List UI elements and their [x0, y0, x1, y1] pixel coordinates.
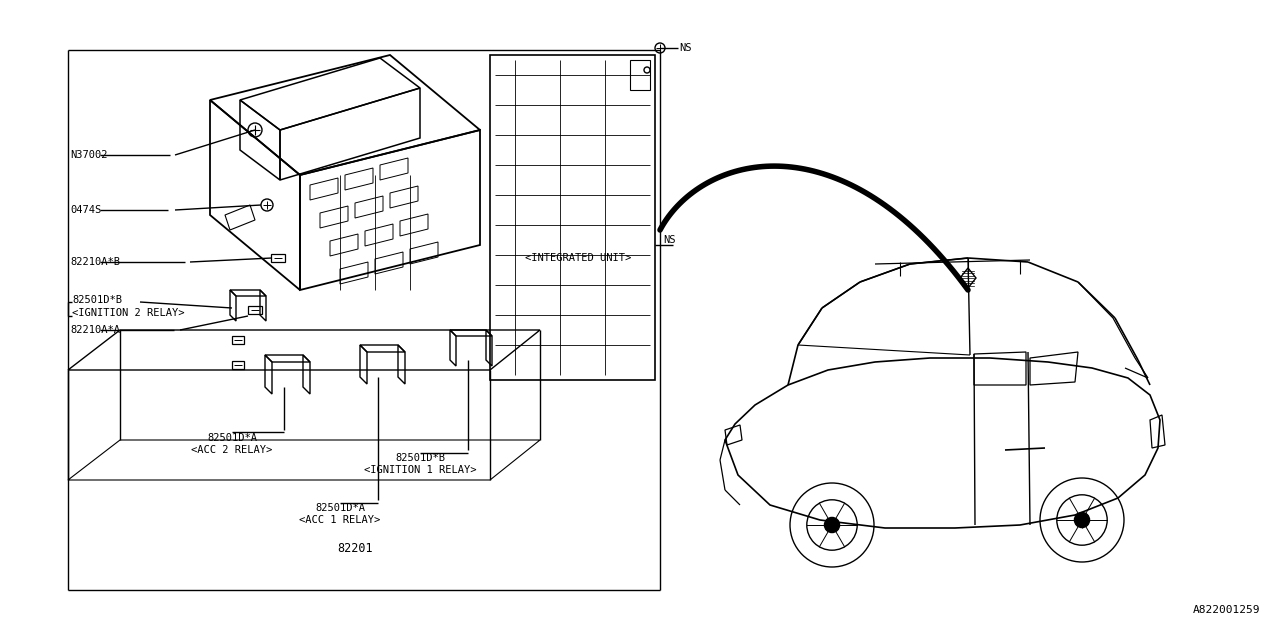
Circle shape — [1074, 513, 1089, 527]
Text: 0474S: 0474S — [70, 205, 101, 215]
Text: <ACC 2 RELAY>: <ACC 2 RELAY> — [192, 445, 273, 455]
Text: <INTEGRATED UNIT>: <INTEGRATED UNIT> — [525, 253, 631, 263]
Text: 82501D*B: 82501D*B — [396, 453, 445, 463]
Text: <IGNITION 1 RELAY>: <IGNITION 1 RELAY> — [364, 465, 476, 475]
Circle shape — [824, 517, 840, 532]
Text: <ACC 1 RELAY>: <ACC 1 RELAY> — [300, 515, 380, 525]
Text: 82201: 82201 — [337, 541, 372, 554]
Text: 82501D*A: 82501D*A — [207, 433, 257, 443]
Text: NS: NS — [678, 43, 691, 53]
Text: NS: NS — [663, 235, 676, 245]
Text: 82210A*B: 82210A*B — [70, 257, 120, 267]
Text: 82210A*A: 82210A*A — [70, 325, 120, 335]
Text: N37002: N37002 — [70, 150, 108, 160]
Text: A822001259: A822001259 — [1193, 605, 1260, 615]
Text: <IGNITION 2 RELAY>: <IGNITION 2 RELAY> — [72, 308, 184, 318]
Text: 82501D*A: 82501D*A — [315, 503, 365, 513]
Text: 82501D*B: 82501D*B — [72, 295, 122, 305]
